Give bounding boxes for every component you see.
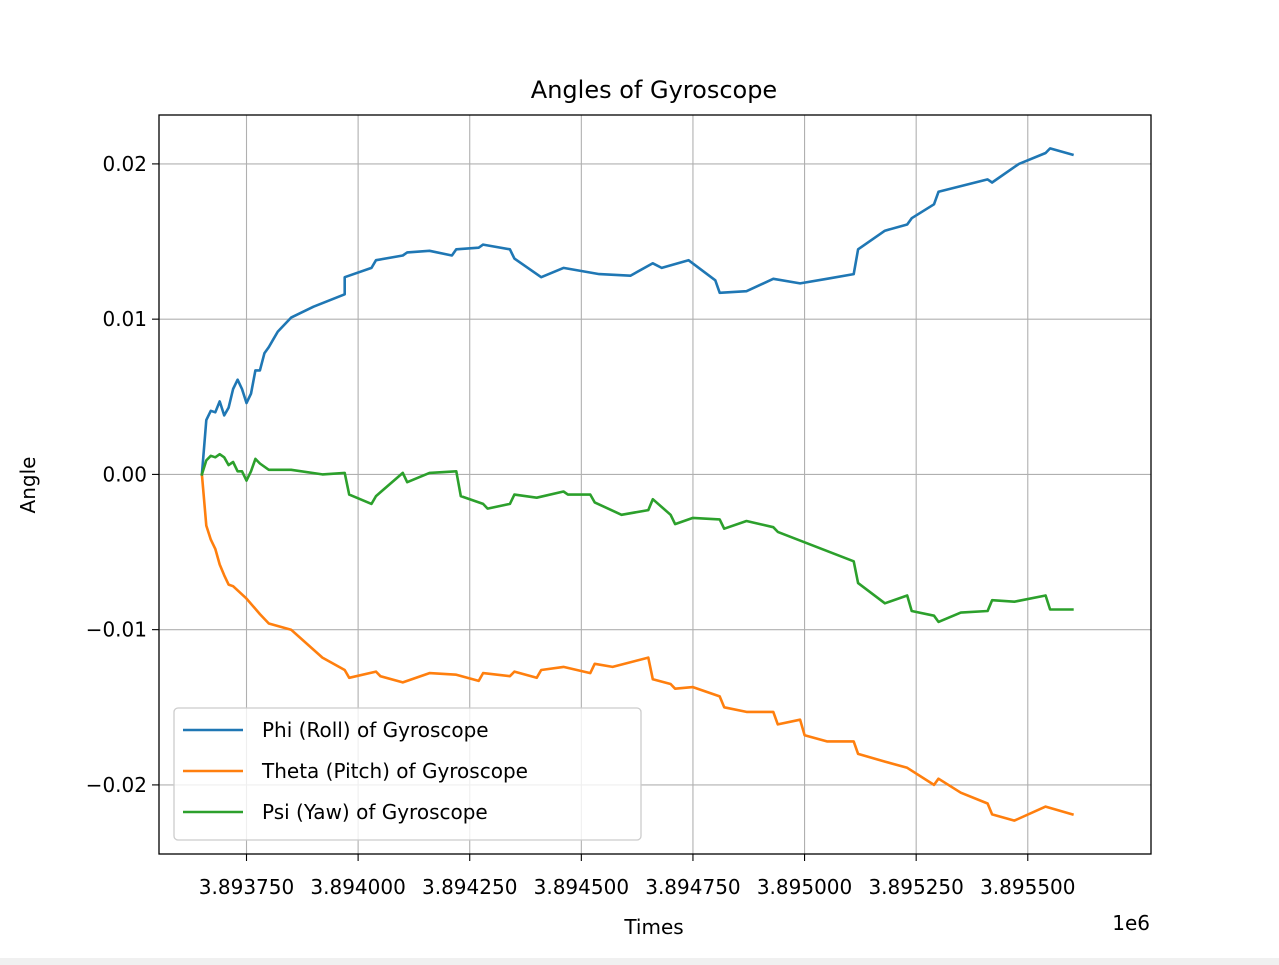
legend-box [173,707,642,841]
series-line-1 [200,147,1075,476]
x-axis-ticks: 3.893750 3.894000 3.894250 3.894500 3.894750… [199,854,1076,899]
x-tick-label: 3.894750 [645,875,740,899]
grid-lines [159,115,1151,854]
y-tick-label: −0.02 [86,773,147,797]
legend: Phi (Roll) of Gyroscope Theta (Pitch) of … [173,707,642,841]
x-axis-offset-label: 1e6 [1112,911,1150,935]
y-axis-label: Angle [16,457,40,514]
x-tick-label: 3.893750 [199,875,294,899]
y-axis-ticks: 0.02 0.01 0.00 −0.01 −0.02 [86,152,159,797]
y-tick-label: 0.00 [102,462,147,486]
x-tick-label: 3.894250 [422,875,517,899]
x-tick-label: 3.894000 [310,875,405,899]
x-tick-label: 3.895250 [868,875,963,899]
x-tick-label: 3.895500 [980,875,1075,899]
y-tick-label: −0.01 [86,618,147,642]
x-axis-label: Times [623,915,683,939]
legend-label-2: Theta (Pitch) of Gyroscope [261,759,528,783]
plot-frame [158,114,1152,855]
legend-label-1: Phi (Roll) of Gyroscope [262,718,489,742]
x-tick-label: 3.895000 [757,875,852,899]
legend-items: Phi (Roll) of Gyroscope Theta (Pitch) of … [183,718,528,824]
chart-title: Angles of Gyroscope [531,76,777,104]
window-bottom-strip [0,958,1279,965]
y-tick-label: 0.02 [102,152,147,176]
y-tick-label: 0.01 [102,307,147,331]
series-line-3 [200,452,1074,624]
x-tick-label: 3.894500 [534,875,629,899]
series-lines [200,147,1075,822]
legend-label-3: Psi (Yaw) of Gyroscope [262,800,488,824]
series-line-2 [200,472,1075,822]
